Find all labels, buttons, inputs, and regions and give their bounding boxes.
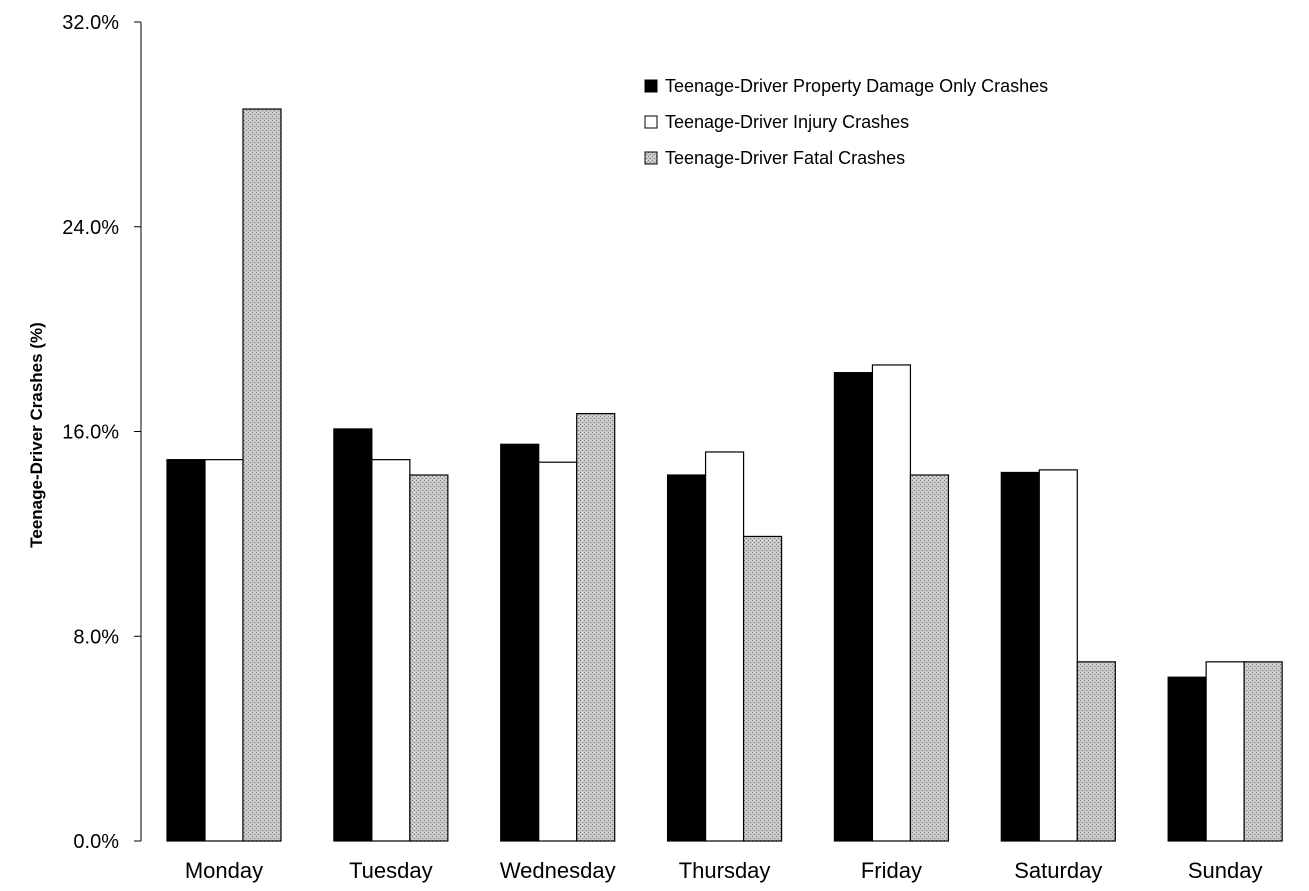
legend-swatch <box>644 79 658 93</box>
legend-swatch <box>644 115 658 129</box>
legend: Teenage-Driver Property Damage Only Cras… <box>644 76 1048 168</box>
bar-sunday-series-3 <box>1243 661 1283 842</box>
y-tick-label: 0.0% <box>73 831 119 853</box>
x-tick-label: Saturday <box>1014 858 1102 883</box>
bar-saturday-series-2 <box>1038 469 1078 842</box>
legend-label: Teenage-Driver Property Damage Only Cras… <box>665 76 1048 96</box>
x-tick-label: Tuesday <box>349 858 433 883</box>
bar-sunday-series-1 <box>1167 676 1207 842</box>
y-tick-label: 24.0% <box>62 217 119 239</box>
y-axis-title: Teenage-Driver Crashes (%) <box>27 322 46 548</box>
bar-monday-series-1 <box>166 459 206 842</box>
bar-thursday-series-1 <box>666 474 707 842</box>
bars-group <box>166 108 1283 842</box>
bar-friday-series-2 <box>871 364 912 842</box>
x-tick-label: Thursday <box>679 858 771 883</box>
legend-label: Teenage-Driver Injury Crashes <box>665 112 909 132</box>
bar-friday-series-1 <box>833 372 874 842</box>
bar-wednesday-series-1 <box>500 443 540 842</box>
bar-tuesday-series-1 <box>333 428 373 842</box>
legend-swatch <box>644 151 658 165</box>
bar-tuesday-series-2 <box>371 459 411 842</box>
x-tick-label: Friday <box>861 858 922 883</box>
y-tick-label: 32.0% <box>62 12 119 34</box>
bar-thursday-series-2 <box>704 451 745 842</box>
bar-friday-series-3 <box>909 474 950 842</box>
bar-wednesday-series-2 <box>538 461 578 842</box>
bar-sunday-series-2 <box>1205 661 1245 842</box>
x-axis-labels: Monday Tuesday Wednesday Thursday Friday Satu… <box>185 858 1263 883</box>
bar-thursday-series-3 <box>742 535 783 842</box>
y-axis: 0.0% 8.0% 16.0% 24.0% 32.0% <box>62 12 142 853</box>
y-tick-label: 16.0% <box>62 422 119 444</box>
bar-saturday-series-3 <box>1076 661 1116 842</box>
legend-label: Teenage-Driver Fatal Crashes <box>665 148 905 168</box>
bar-saturday-series-1 <box>1000 471 1040 842</box>
bar-tuesday-series-3 <box>409 474 449 842</box>
x-tick-label: Sunday <box>1188 858 1263 883</box>
x-tick-label: Monday <box>185 858 263 883</box>
x-tick-label: Wednesday <box>500 858 616 883</box>
y-tick-label: 8.0% <box>73 626 119 648</box>
bar-wednesday-series-3 <box>576 412 616 842</box>
bar-monday-series-3 <box>242 108 282 842</box>
bar-monday-series-2 <box>204 459 244 842</box>
